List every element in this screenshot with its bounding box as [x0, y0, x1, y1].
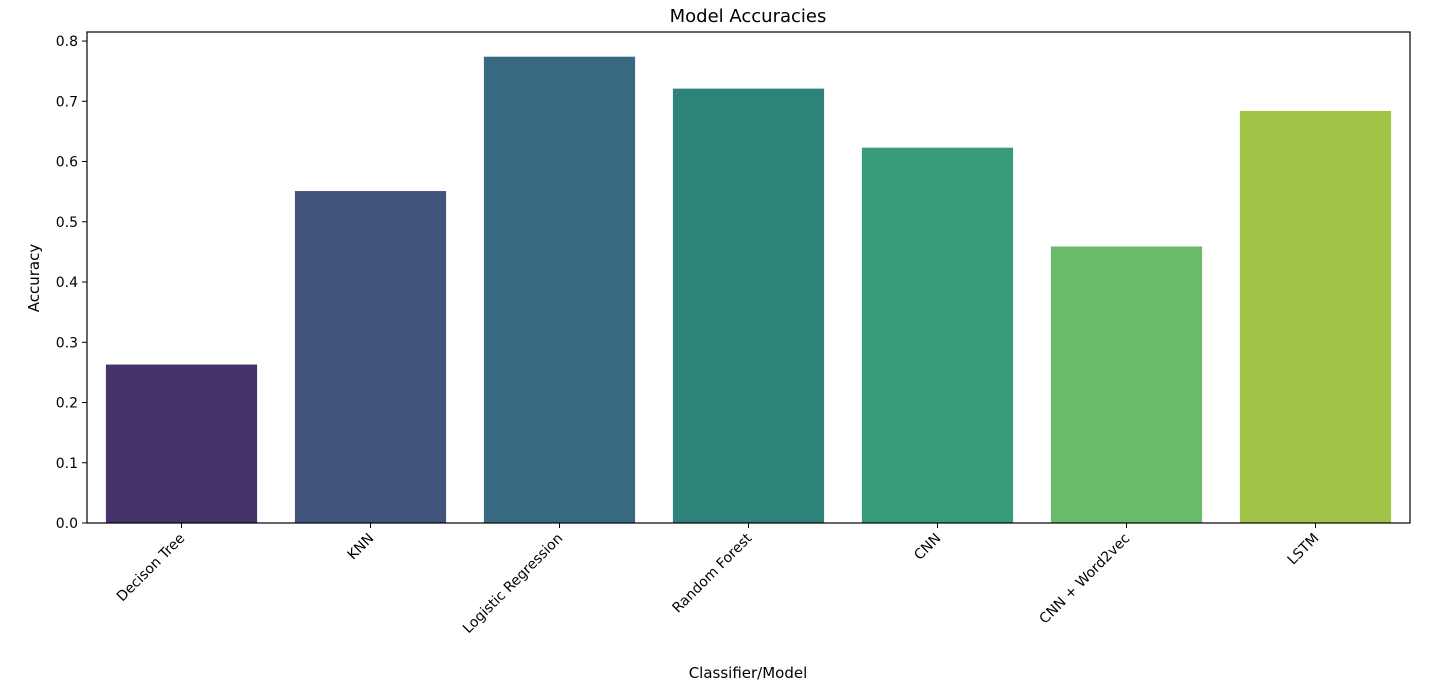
x-tick-label-4: CNN [911, 531, 944, 564]
bar-4 [861, 147, 1014, 523]
chart-title: Model Accuracies [670, 6, 827, 27]
x-tick-label-1: KNN [345, 531, 378, 564]
x-tick-label-3: Random Forest [669, 530, 755, 616]
bar-1 [294, 191, 447, 523]
y-tick-label-1: 0.1 [56, 456, 78, 472]
x-tick-label-2: Logistic Regression [460, 531, 566, 637]
x-axis: Decison Tree KNN Logistic Regression Random… [114, 523, 1322, 637]
y-tick-label-8: 0.8 [56, 34, 78, 50]
bars-group [105, 56, 1392, 523]
y-tick-label-7: 0.7 [56, 94, 78, 110]
bar-0 [105, 364, 258, 523]
bar-3 [672, 88, 825, 523]
y-tick-label-0: 0.0 [56, 516, 78, 532]
y-axis-title: Accuracy [25, 244, 43, 313]
x-axis-title: Classifier/Model [689, 664, 808, 682]
y-axis: 0.0 0.1 0.2 0.3 0.4 0.5 0.6 0.7 0.8 [56, 34, 87, 532]
bar-5 [1050, 246, 1203, 523]
plot-frame [86, 31, 1411, 524]
y-tick-label-5: 0.5 [56, 215, 78, 231]
x-tick-label-0: Decison Tree [114, 531, 188, 605]
bar-6 [1239, 110, 1392, 523]
y-tick-label-4: 0.4 [56, 275, 78, 291]
bar-2 [483, 56, 636, 523]
y-tick-label-6: 0.6 [56, 155, 78, 171]
x-tick-label-5: CNN + Word2vec [1037, 531, 1134, 628]
y-tick-label-3: 0.3 [56, 335, 78, 351]
y-tick-label-2: 0.2 [56, 396, 78, 412]
x-tick-label-6: LSTM [1285, 531, 1323, 569]
